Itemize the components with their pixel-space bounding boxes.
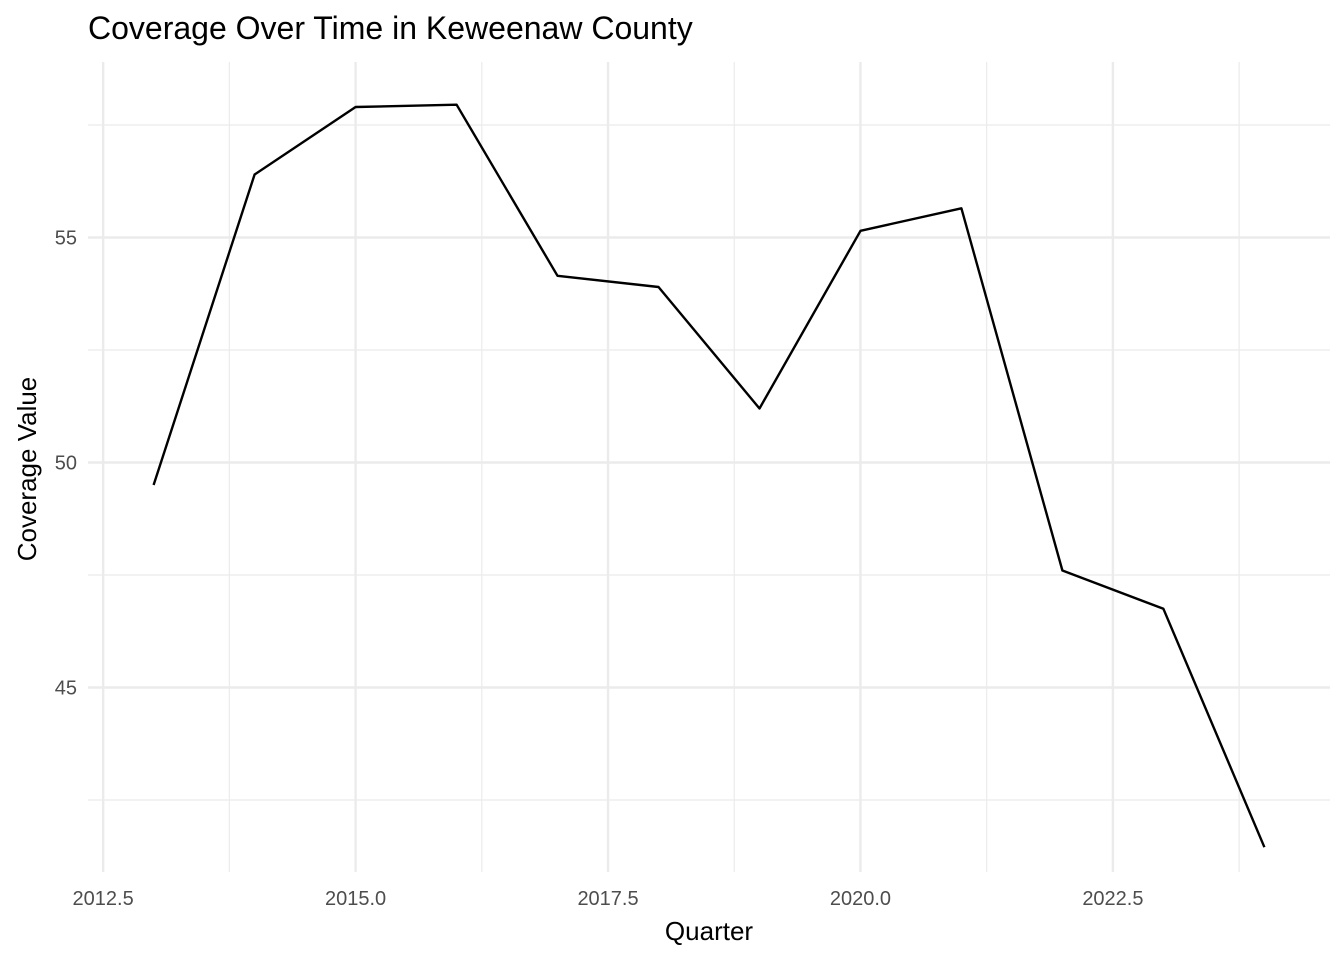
y-tick-label: 55 <box>55 228 77 250</box>
x-axis-title: Quarter <box>665 916 753 946</box>
x-tick-label: 2012.5 <box>73 888 134 910</box>
chart-title: Coverage Over Time in Keweenaw County <box>88 10 693 46</box>
x-tick-label: 2020.0 <box>830 888 891 910</box>
x-tick-label: 2015.0 <box>325 888 386 910</box>
major-gridlines <box>88 62 1330 872</box>
y-tick-label: 45 <box>55 678 77 700</box>
series-line <box>152 103 1266 848</box>
x-tick-label: 2022.5 <box>1082 888 1143 910</box>
data-series <box>152 103 1266 848</box>
x-tick-label: 2017.5 <box>577 888 638 910</box>
y-axis-ticks: 45 50 55 <box>55 228 77 700</box>
x-axis-ticks: 2012.5 2015.0 2017.5 2020.0 2022.5 <box>73 888 1144 910</box>
y-axis-title: Coverage Value <box>12 377 42 562</box>
y-tick-label: 50 <box>55 453 77 475</box>
minor-gridlines <box>88 62 1330 872</box>
